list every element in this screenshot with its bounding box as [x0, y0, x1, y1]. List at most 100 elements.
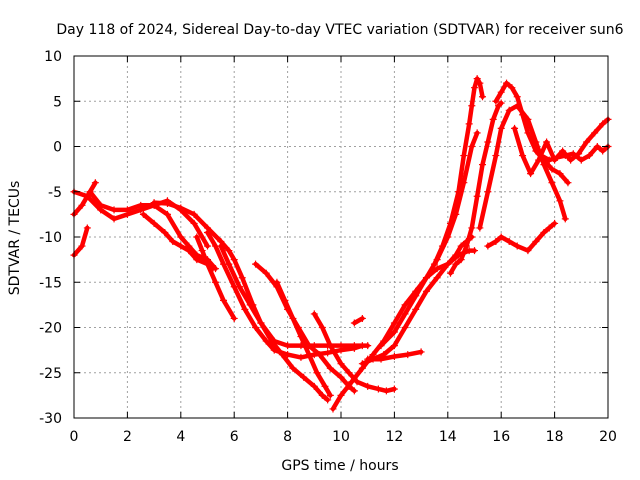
data-point — [473, 192, 481, 200]
data-point — [377, 355, 385, 363]
data-point — [324, 396, 332, 404]
y-tick-label: -5 — [48, 185, 62, 201]
data-point — [545, 224, 553, 232]
data-point — [433, 274, 441, 282]
data-point — [468, 143, 476, 150]
data-point — [412, 292, 420, 300]
series-trace — [493, 80, 571, 185]
data-point — [468, 102, 476, 110]
data-point — [457, 256, 465, 264]
data-point — [462, 242, 470, 250]
data-point — [473, 75, 481, 83]
series-trace — [218, 243, 330, 403]
data-point — [193, 256, 201, 264]
data-point — [374, 385, 382, 393]
data-point — [297, 333, 305, 341]
data-point — [524, 129, 532, 137]
data-point — [310, 310, 318, 318]
data-point — [422, 274, 430, 282]
data-point — [471, 247, 478, 255]
data-point — [446, 219, 454, 227]
data-point — [313, 369, 321, 377]
data-point — [401, 324, 409, 331]
data-point — [150, 219, 158, 227]
series-pass-11 — [273, 278, 334, 399]
x-axis-label: GPS time / hours — [281, 458, 398, 474]
data-point — [489, 115, 497, 123]
data-point — [225, 260, 233, 268]
data-point — [345, 369, 353, 377]
data-point — [185, 247, 193, 255]
data-point — [511, 124, 519, 132]
data-point — [326, 391, 334, 399]
data-point — [337, 346, 345, 354]
x-tick-label: 0 — [70, 429, 79, 445]
data-point — [278, 351, 286, 359]
data-point — [508, 84, 516, 92]
data-point — [190, 219, 198, 227]
data-point — [238, 274, 246, 282]
data-point — [484, 242, 492, 250]
data-point — [163, 210, 171, 218]
data-point — [513, 242, 521, 250]
data-point — [556, 170, 564, 178]
series-pass-19 — [446, 99, 505, 277]
data-point — [390, 342, 398, 350]
data-point — [198, 247, 206, 255]
series-trace — [274, 280, 333, 398]
x-tick-label: 4 — [176, 429, 185, 445]
data-point — [348, 378, 356, 386]
data-point — [390, 352, 398, 360]
data-point — [548, 165, 556, 173]
series-trace — [85, 194, 218, 271]
x-tick-label: 6 — [230, 429, 239, 445]
data-point — [217, 242, 225, 250]
data-point — [324, 349, 332, 357]
data-point — [337, 373, 345, 381]
series-pass-22 — [492, 79, 572, 187]
data-point — [177, 242, 185, 250]
series-pass-21 — [484, 219, 559, 255]
data-point — [505, 106, 513, 114]
data-point — [401, 301, 409, 309]
data-point — [543, 138, 551, 146]
data-point — [390, 385, 398, 393]
data-point — [91, 179, 99, 187]
data-point — [230, 256, 238, 264]
data-series — [70, 75, 612, 413]
series-pass-16 — [364, 348, 425, 363]
data-point — [577, 156, 585, 164]
data-point — [497, 233, 505, 241]
data-point — [535, 156, 543, 164]
x-tick-label: 14 — [439, 429, 457, 445]
data-point — [252, 260, 260, 268]
data-point — [236, 283, 244, 291]
data-point — [123, 210, 131, 218]
y-tick-label: 5 — [53, 94, 62, 110]
data-point — [262, 269, 270, 277]
x-tick-label: 16 — [492, 429, 510, 445]
data-point — [246, 301, 254, 309]
data-point — [404, 351, 412, 359]
data-point — [137, 206, 145, 214]
data-point — [452, 251, 460, 259]
data-point — [377, 342, 385, 350]
data-point — [350, 344, 358, 352]
y-axis-label: SDTVAR / TECUs — [7, 181, 23, 296]
data-point — [337, 360, 345, 368]
data-point — [204, 228, 211, 236]
data-point — [460, 152, 468, 160]
series-trace — [194, 234, 237, 321]
data-point — [497, 99, 505, 107]
data-point — [78, 242, 86, 250]
data-point — [476, 224, 484, 232]
data-point — [559, 147, 567, 155]
data-point — [358, 360, 366, 368]
data-point — [382, 387, 390, 395]
series-trace — [352, 316, 365, 326]
data-point — [318, 391, 326, 399]
data-point — [284, 342, 292, 350]
data-point — [476, 79, 484, 87]
